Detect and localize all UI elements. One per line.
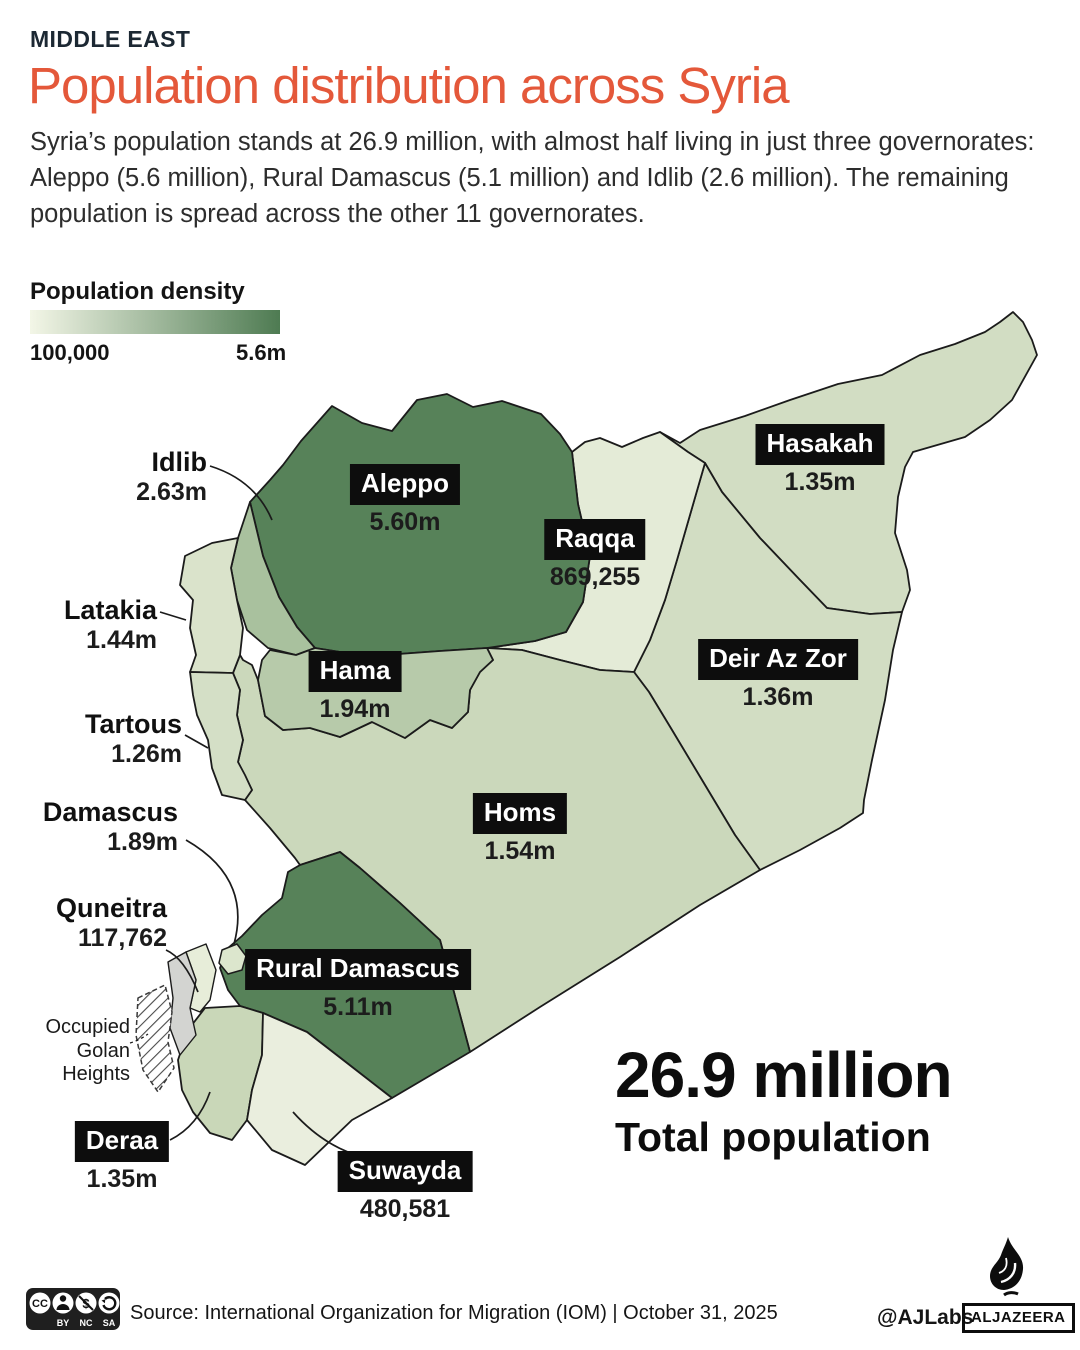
label-damascus: Damascus 1.89m: [43, 797, 178, 857]
label-deraa-value: 1.35m: [86, 1165, 158, 1193]
label-deraa: Deraa 1.35m: [74, 1121, 170, 1194]
label-raqqa-name: Raqqa: [544, 519, 646, 560]
cc-sa-icon: [98, 1292, 120, 1314]
label-hama: Hama 1.94m: [308, 651, 402, 724]
label-aleppo: Aleppo 5.60m: [349, 464, 461, 537]
cc-icon: [29, 1292, 51, 1314]
occupied-golan-heights-note: Occupied Golan Heights: [45, 1016, 131, 1086]
svg-text:SA: SA: [103, 1318, 116, 1328]
label-tartous: Tartous 1.26m: [85, 709, 182, 769]
region-suwayda: [246, 1012, 393, 1166]
leader-deraa: [169, 1091, 211, 1141]
label-rural-damascus-value: 5.11m: [323, 993, 393, 1021]
label-aleppo-name: Aleppo: [349, 464, 461, 505]
label-latakia: Latakia 1.44m: [64, 595, 157, 655]
aljazeera-logo: ALJAZEERA: [962, 1303, 1075, 1333]
aljazeera-flame-icon: [990, 1237, 1024, 1297]
leader-latakia: [159, 611, 187, 621]
undof-strip: [167, 951, 197, 1056]
label-latakia-name: Latakia: [63, 595, 157, 625]
label-hama-name: Hama: [308, 651, 402, 692]
svg-text:BY: BY: [57, 1318, 70, 1328]
label-homs-value: 1.54m: [484, 837, 556, 865]
label-rural-damascus-name: Rural Damascus: [245, 949, 471, 990]
legend-max-label: 5.6m: [236, 340, 287, 365]
label-suwayda-name: Suwayda: [337, 1151, 473, 1192]
label-idlib: Idlib 2.63m: [136, 447, 207, 507]
label-hama-value: 1.94m: [319, 695, 391, 723]
leader-idlib: [209, 465, 273, 521]
label-tartous-value: 1.26m: [111, 740, 182, 768]
label-raqqa-value: 869,255: [549, 563, 641, 591]
label-suwayda: Suwayda 480,581: [337, 1151, 473, 1224]
region-latakia: [179, 537, 244, 674]
label-idlib-name: Idlib: [151, 447, 208, 477]
svg-text:CC: CC: [32, 1298, 48, 1310]
leader-quneitra: [165, 949, 199, 993]
label-latakia-value: 1.44m: [86, 626, 157, 654]
label-quneitra-value: 117,762: [78, 924, 167, 952]
legend-gradient-bar: [30, 310, 280, 334]
leader-golan: [129, 1033, 149, 1044]
cc-by-icon: [52, 1292, 74, 1314]
label-deir-az-zor-value: 1.36m: [742, 683, 814, 711]
label-damascus-name: Damascus: [42, 797, 178, 827]
label-raqqa: Raqqa 869,255: [544, 519, 646, 592]
leader-lines: [129, 465, 349, 1153]
label-deraa-name: Deraa: [74, 1121, 170, 1162]
leader-tartous: [184, 734, 209, 749]
legend-min-label: 100,000: [30, 340, 110, 365]
ajlabs-credit: @AJLabs: [877, 1306, 974, 1329]
total-population-label: Total population: [615, 1114, 931, 1160]
label-deir-az-zor: Deir Az Zor 1.36m: [698, 639, 858, 712]
label-idlib-value: 2.63m: [136, 478, 207, 506]
cc-nc-icon: $: [75, 1292, 97, 1314]
label-aleppo-value: 5.60m: [369, 508, 441, 536]
cc-license-badge: CC $ BY NC SA: [26, 1288, 120, 1330]
label-quneitra: Quneitra 117,762: [56, 893, 167, 953]
region-tartous: [189, 671, 253, 801]
intro-paragraph: Syria’s population stands at 26.9 millio…: [30, 128, 1035, 229]
label-homs: Homs 1.54m: [472, 793, 568, 866]
label-homs-name: Homs: [472, 793, 568, 834]
region-damascus: [218, 943, 247, 975]
total-population-value: 26.9 million: [615, 1039, 953, 1111]
label-deir-az-zor-name: Deir Az Zor: [698, 639, 858, 680]
label-hasakah-value: 1.35m: [784, 468, 856, 496]
occupied-golan-heights-area: [135, 984, 175, 1093]
svg-text:NC: NC: [80, 1318, 93, 1328]
label-rural-damascus: Rural Damascus 5.11m: [245, 949, 471, 1022]
leader-damascus: [185, 839, 239, 945]
label-quneitra-name: Quneitra: [55, 893, 167, 923]
label-tartous-name: Tartous: [84, 709, 182, 739]
legend-title: Population density: [30, 278, 245, 305]
label-hasakah: Hasakah 1.35m: [755, 424, 885, 497]
kicker: MIDDLE EAST: [30, 26, 191, 52]
source-line: Source: International Organization for M…: [130, 1302, 778, 1324]
page-title: Population distribution across Syria: [28, 57, 790, 114]
label-suwayda-value: 480,581: [359, 1195, 451, 1223]
label-hasakah-name: Hasakah: [755, 424, 885, 465]
leader-suwayda: [292, 1111, 349, 1153]
total-population-block: 26.9 million Total population: [615, 1038, 953, 1161]
label-damascus-value: 1.89m: [107, 828, 178, 856]
